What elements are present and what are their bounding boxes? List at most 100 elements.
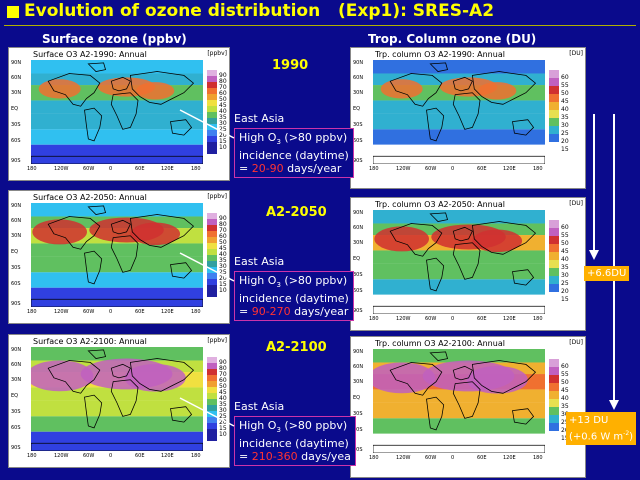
lat-label: 60S [11, 425, 21, 431]
color-scale-label: 15 [219, 138, 227, 145]
lon-label: 60E [477, 316, 487, 322]
lat-label: 60N [11, 362, 22, 368]
lat-label: 30N [353, 240, 364, 246]
panel-title: Surface O3 A2-2100: Annual [33, 337, 147, 346]
info-box-2100: High O3 (>80 ppbv) incidence (daytime) =… [234, 416, 356, 467]
lat-label: 60N [353, 75, 364, 81]
color-scale-label: 60 [561, 74, 569, 81]
lon-label: 180 [27, 166, 37, 172]
lat-label: 90N [353, 210, 364, 216]
lon-label: 60W [83, 166, 95, 172]
lon-label: 0 [109, 166, 113, 172]
lat-label: 30N [353, 90, 364, 96]
lon-label: 60E [135, 453, 145, 459]
lon-label: 0 [109, 453, 113, 459]
change-badge-2100: +13 DU (+0.6 W m-2) [566, 412, 637, 446]
color-scale-label: 30 [219, 407, 227, 414]
color-scale-label: 15 [561, 296, 569, 303]
lat-label: 60N [11, 75, 22, 81]
lat-label: EQ [11, 249, 19, 255]
color-scale-label: 35 [561, 403, 569, 410]
world-map [373, 60, 545, 164]
color-scale-label: 25 [219, 126, 227, 133]
change-arrow-2050 [589, 114, 599, 260]
lat-label: 30S [11, 265, 21, 271]
lat-label: 60S [353, 138, 363, 144]
color-scale-label: 20 [561, 138, 569, 145]
panel-title: Surface O3 A2-1990: Annual [33, 50, 147, 59]
panel-unit: [ppbv] [207, 50, 227, 57]
lat-label: 90S [11, 158, 21, 164]
color-scale-label: 10 [219, 144, 227, 151]
color-scale-label: 40 [561, 106, 569, 113]
lat-label: 90S [353, 158, 363, 164]
color-scale [549, 70, 559, 158]
lat-label: 90S [11, 445, 21, 451]
scenario-label-1990: 1990 [272, 58, 309, 73]
color-scale-label: 15 [219, 281, 227, 288]
color-scale-label: 25 [561, 280, 569, 287]
color-scale-label: 40 [219, 251, 227, 258]
region-label-1990: East Asia [234, 112, 285, 125]
change-badge-2050: +6.6DU [584, 266, 630, 281]
color-scale-label: 35 [561, 114, 569, 121]
panel-title: Surface O3 A2-2050: Annual [33, 193, 147, 202]
color-scale-label: 55 [561, 371, 569, 378]
color-scale-label: 40 [219, 108, 227, 115]
info-box-2050: High O3 (>80 ppbv) incidence (daytime) =… [234, 271, 354, 322]
surface-map-2100: Surface O3 A2-2100: Annual [ppbv] 90N 60N 30… [8, 334, 230, 468]
color-scale-label: 25 [219, 413, 227, 420]
color-scale-label: 55 [561, 232, 569, 239]
lon-label: 0 [451, 455, 455, 461]
lon-label: 60W [425, 455, 437, 461]
color-scale-label: 20 [219, 132, 227, 139]
lon-label: 180 [533, 316, 543, 322]
lon-label: 180 [533, 166, 543, 172]
color-scale-label: 15 [219, 425, 227, 432]
lat-label: 90N [11, 347, 22, 353]
lat-label: 30N [11, 233, 22, 239]
color-scale-label: 25 [561, 130, 569, 137]
color-scale-label: 80 [219, 221, 227, 228]
panel-unit: [ppbv] [207, 193, 227, 200]
pointer-arrow-1990 [179, 109, 235, 139]
lon-label: 180 [369, 455, 379, 461]
lon-label: 120E [161, 309, 174, 315]
lat-label: 30S [353, 122, 363, 128]
surface-map-1990: Surface O3 A2-1990: Annual [ppbv] 90N 60N 30… [8, 47, 230, 181]
lon-label: 60E [135, 309, 145, 315]
color-scale-label: 60 [219, 90, 227, 97]
lat-label: EQ [11, 393, 19, 399]
pointer-arrow-2100 [179, 397, 235, 427]
lon-label: 120W [396, 316, 411, 322]
lon-label: 60W [83, 309, 95, 315]
color-scale-label: 60 [219, 233, 227, 240]
lat-label: 60N [11, 218, 22, 224]
color-scale-label: 45 [561, 248, 569, 255]
color-scale-label: 35 [561, 264, 569, 271]
color-scale-label: 30 [561, 122, 569, 129]
lat-label: 30N [11, 90, 22, 96]
color-scale-label: 40 [561, 395, 569, 402]
lon-label: 60E [477, 166, 487, 172]
lon-label: 180 [27, 309, 37, 315]
column-map-2100: Trp. column O3 A2-2100: Annual [DU] 90N 60N… [350, 336, 586, 478]
color-scale-label: 10 [219, 287, 227, 294]
lon-label: 0 [451, 316, 455, 322]
lat-label: 30N [353, 379, 364, 385]
panel-unit: [DU] [569, 339, 583, 346]
panel-title: Trp. column O3 A2-2050: Annual [375, 200, 505, 209]
incidence-range-2100: 210-360 [251, 450, 298, 464]
color-scale-label: 20 [561, 288, 569, 295]
color-scale-label: 50 [561, 90, 569, 97]
world-map [31, 203, 203, 307]
color-scale-label: 90 [219, 72, 227, 79]
lat-label: 90S [353, 447, 363, 453]
lon-label: 120W [396, 166, 411, 172]
color-scale [549, 359, 559, 447]
lat-label: 90N [353, 349, 364, 355]
color-scale-label: 45 [561, 98, 569, 105]
lat-label: 30S [353, 272, 363, 278]
lon-label: 120E [161, 453, 174, 459]
color-scale-label: 50 [561, 240, 569, 247]
